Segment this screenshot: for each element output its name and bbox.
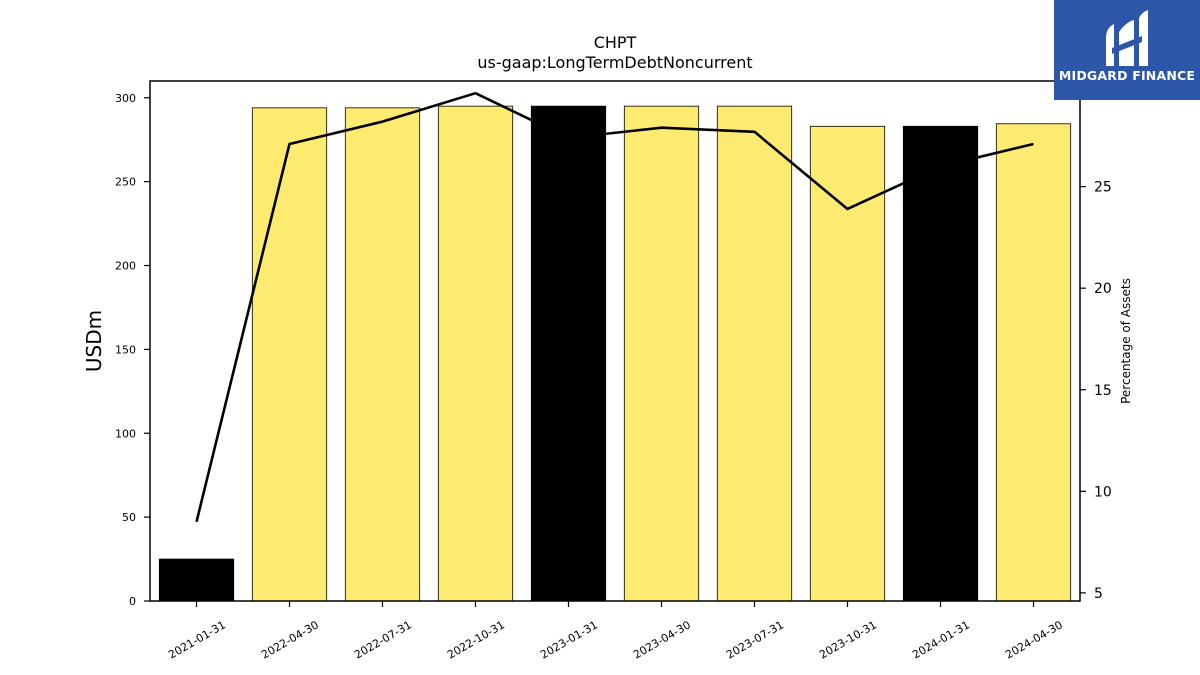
line-group bbox=[195, 91, 1034, 523]
bar bbox=[902, 125, 979, 602]
y-tick-label: 250 bbox=[115, 176, 136, 189]
x-tick-label: 2023-04-30 bbox=[631, 618, 693, 661]
y2-tick-label: 25 bbox=[1094, 180, 1112, 196]
bar-group bbox=[158, 105, 1072, 602]
y-tick-label: 0 bbox=[129, 595, 136, 608]
x-tick-label: 2023-07-31 bbox=[724, 618, 786, 661]
y2-tick-label: 5 bbox=[1094, 586, 1103, 602]
y2-tick-label: 15 bbox=[1094, 383, 1112, 399]
bar bbox=[716, 105, 793, 602]
series-line bbox=[195, 91, 1034, 523]
bar bbox=[809, 125, 886, 602]
bar bbox=[437, 105, 514, 602]
x-tick-label: 2024-01-31 bbox=[910, 618, 972, 661]
x-tick-label: 2021-01-31 bbox=[166, 618, 228, 661]
y-tick-label: 150 bbox=[115, 343, 136, 356]
bar bbox=[995, 123, 1072, 602]
y2-tick-label: 10 bbox=[1094, 484, 1112, 500]
bar bbox=[530, 105, 607, 602]
x-tick-label: 2023-01-31 bbox=[538, 618, 600, 661]
brand-logo: MIDGARD FINANCE bbox=[1054, 0, 1200, 100]
bar bbox=[344, 107, 421, 602]
x-tick-label: 2022-10-31 bbox=[445, 618, 507, 661]
bar bbox=[251, 107, 328, 602]
y2-axis-label: Percentage of Assets bbox=[1119, 278, 1133, 404]
plot-frame bbox=[149, 80, 1081, 602]
y-tick-label: 200 bbox=[115, 260, 136, 273]
y-axis-label: USDm bbox=[82, 310, 106, 372]
brand-name: MIDGARD FINANCE bbox=[1058, 68, 1196, 83]
x-tick-label: 2022-04-30 bbox=[259, 618, 321, 661]
y2-tick-label: 20 bbox=[1094, 281, 1112, 297]
y-tick-label: 300 bbox=[115, 92, 136, 105]
bar bbox=[623, 105, 700, 602]
y-tick-label: 50 bbox=[122, 511, 136, 524]
bar bbox=[158, 558, 235, 602]
x-tick-label: 2024-04-30 bbox=[1003, 618, 1065, 661]
x-tick-label: 2023-10-31 bbox=[817, 618, 879, 661]
x-tick-label: 2022-07-31 bbox=[352, 618, 414, 661]
midgard-logo-icon bbox=[1106, 10, 1148, 66]
chart-title: CHPT bbox=[594, 33, 637, 52]
y-tick-label: 100 bbox=[115, 427, 136, 440]
chart-subtitle: us-gaap:LongTermDebtNoncurrent bbox=[477, 53, 752, 72]
